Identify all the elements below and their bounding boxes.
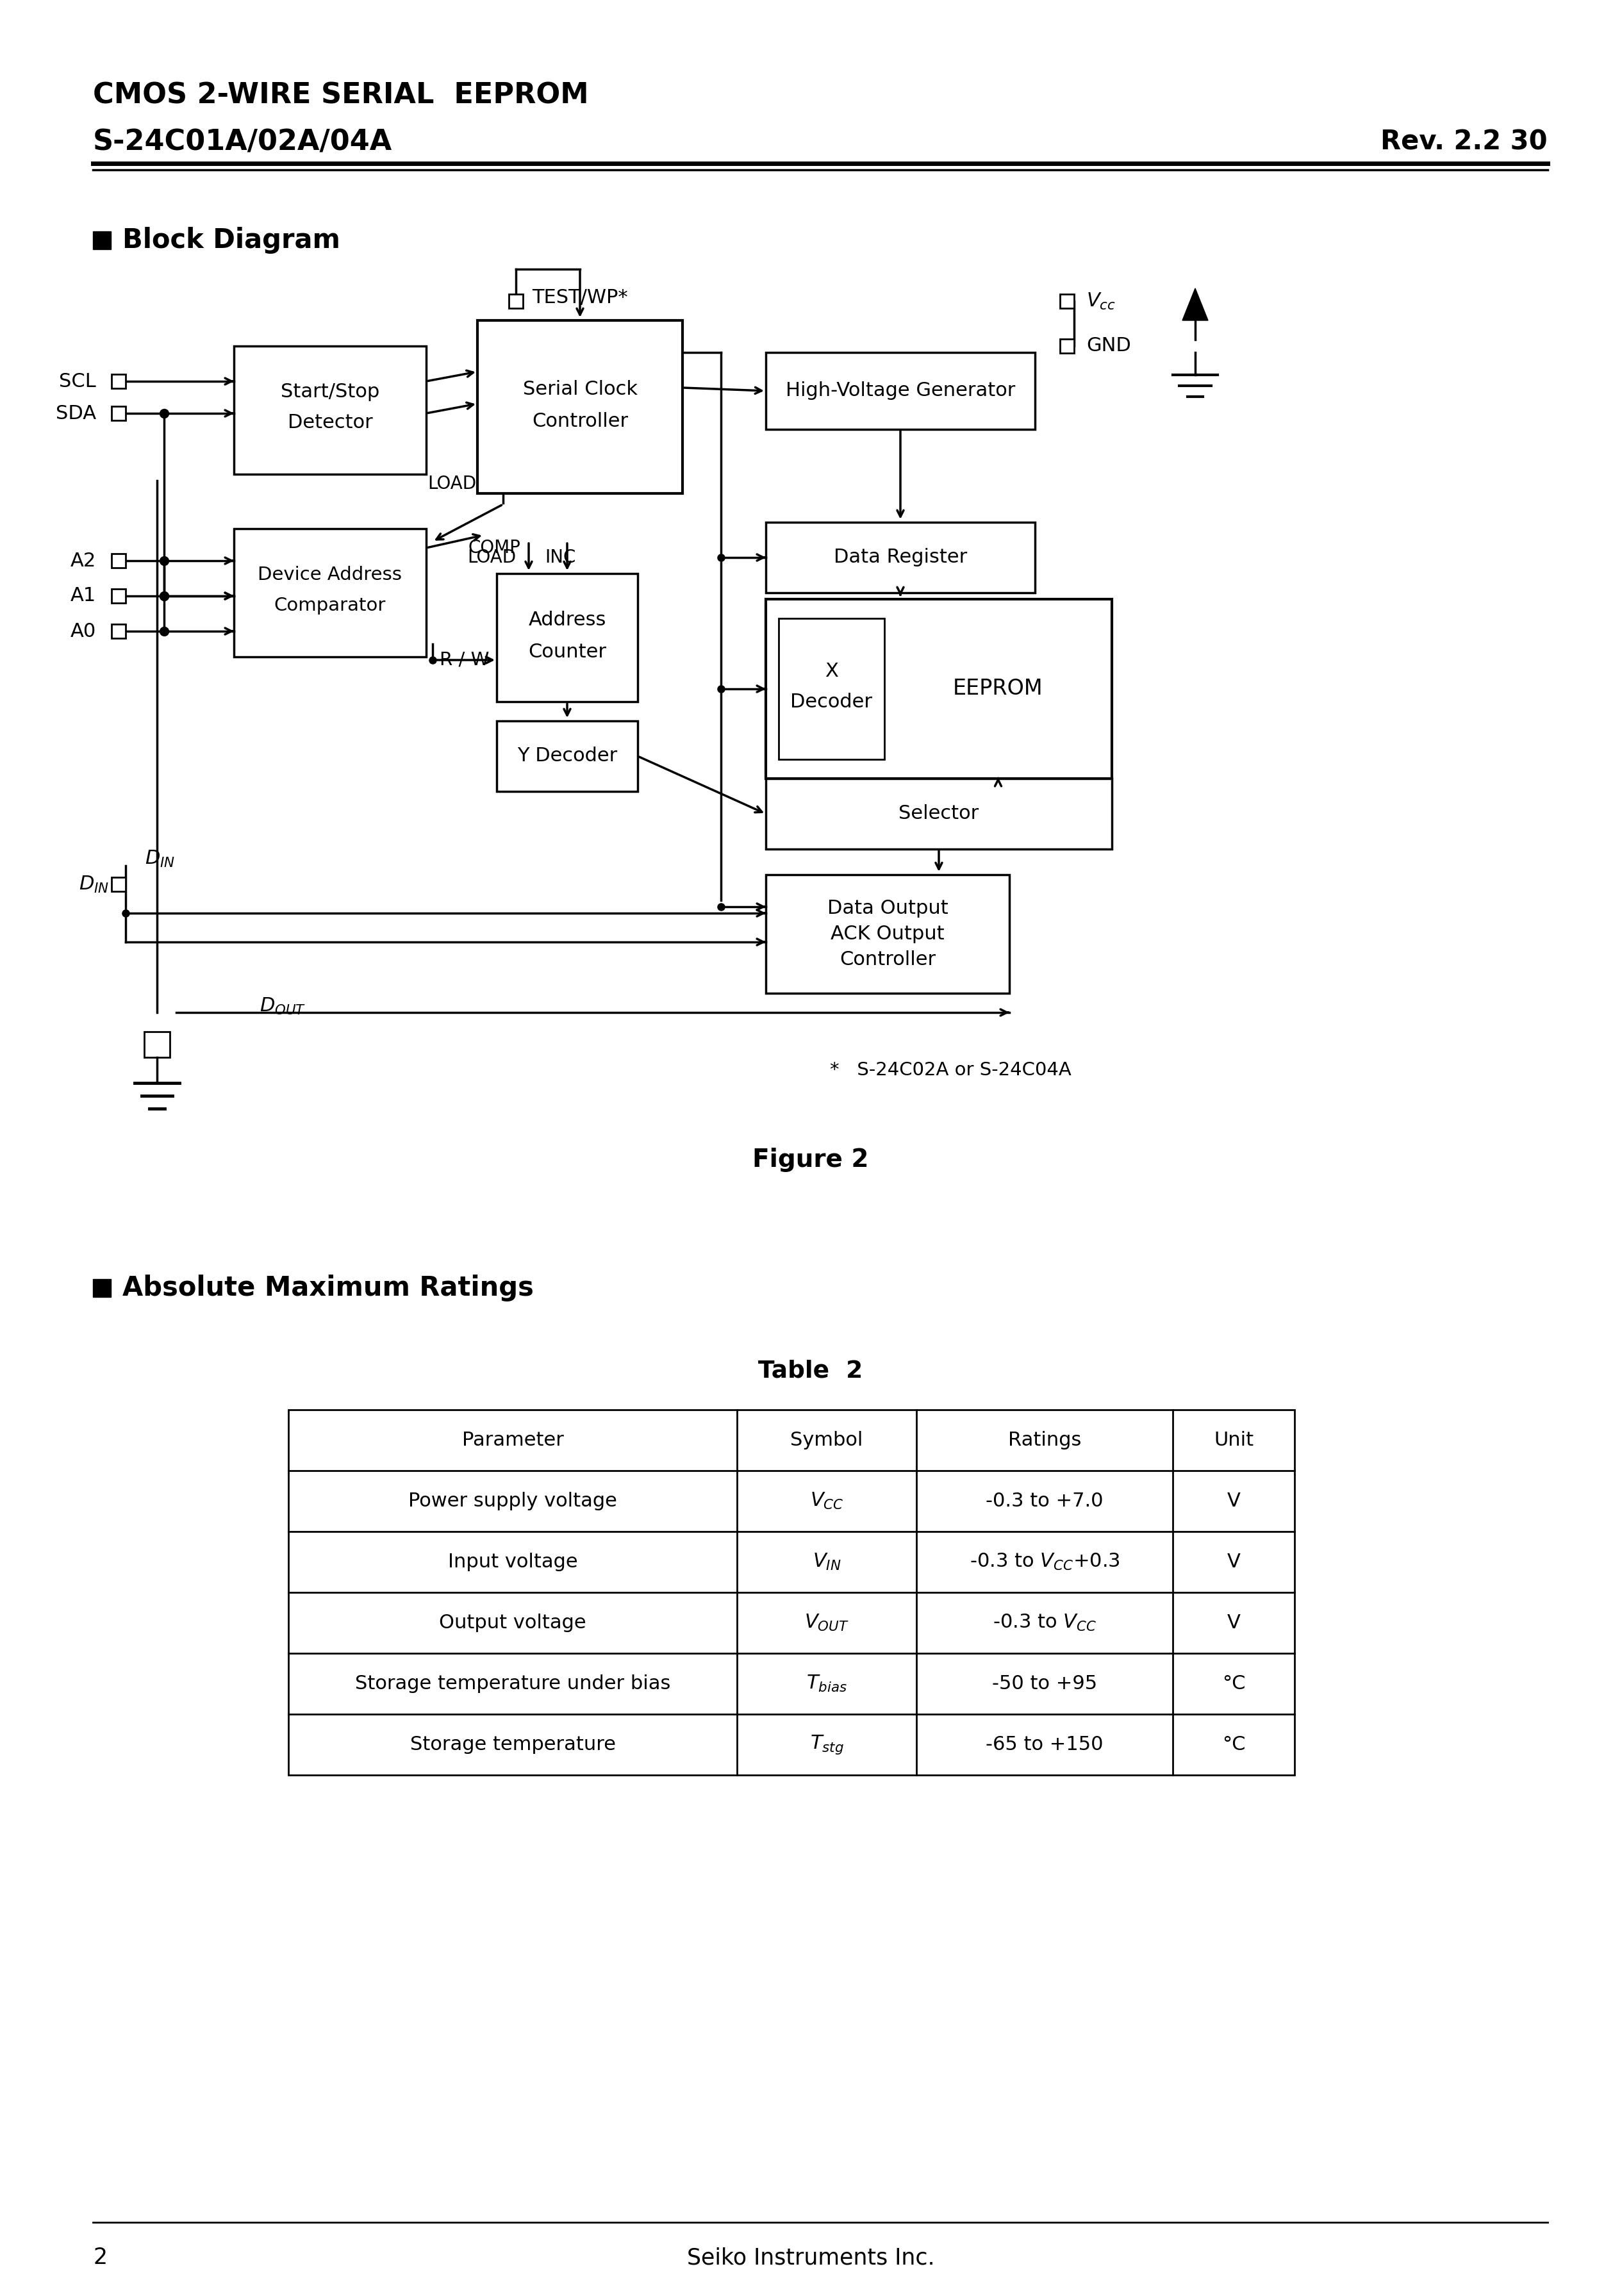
Text: EEPROM: EEPROM: [954, 677, 1043, 700]
Text: *   S-24C02A or S-24C04A: * S-24C02A or S-24C04A: [830, 1061, 1072, 1079]
Bar: [234, 528, 427, 657]
Bar: [92, 232, 110, 250]
Bar: [92, 1279, 110, 1297]
Text: -50 to +95: -50 to +95: [993, 1674, 1096, 1692]
Text: Address: Address: [529, 611, 607, 629]
Text: A0: A0: [70, 622, 96, 641]
Text: Figure 2: Figure 2: [753, 1148, 869, 1171]
Text: GND: GND: [1087, 338, 1131, 356]
Text: COMP: COMP: [467, 540, 521, 558]
Text: V: V: [1226, 1492, 1241, 1511]
Text: Storage temperature under bias: Storage temperature under bias: [355, 1674, 670, 1692]
Text: V: V: [1226, 1552, 1241, 1570]
Bar: [477, 321, 683, 494]
Bar: [509, 294, 522, 308]
Text: Start/Stop: Start/Stop: [281, 383, 380, 402]
Text: INC: INC: [545, 549, 576, 567]
Bar: [112, 625, 125, 638]
Text: A2: A2: [70, 551, 96, 569]
Bar: [766, 521, 1035, 592]
Bar: [766, 875, 1009, 994]
Text: X: X: [826, 661, 839, 680]
Bar: [766, 354, 1035, 429]
Text: SCL: SCL: [58, 372, 96, 390]
Text: $D_{IN}$: $D_{IN}$: [144, 850, 175, 868]
Text: °C: °C: [1221, 1736, 1246, 1754]
Text: Symbol: Symbol: [790, 1430, 863, 1449]
Text: Parameter: Parameter: [462, 1430, 563, 1449]
Bar: [112, 553, 125, 567]
Bar: [766, 599, 1111, 778]
Text: ACK Output: ACK Output: [830, 925, 944, 944]
Bar: [112, 588, 125, 604]
Text: °C: °C: [1221, 1674, 1246, 1692]
Text: R / W: R / W: [440, 652, 490, 668]
Text: -0.3 to +7.0: -0.3 to +7.0: [986, 1492, 1103, 1511]
Bar: [766, 778, 1111, 850]
Text: Input voltage: Input voltage: [448, 1552, 577, 1570]
Text: Block Diagram: Block Diagram: [122, 227, 341, 255]
Text: $T_{stg}$: $T_{stg}$: [809, 1733, 843, 1756]
Bar: [1059, 294, 1074, 308]
Text: V: V: [1226, 1614, 1241, 1632]
Text: Output voltage: Output voltage: [440, 1614, 586, 1632]
Text: Storage temperature: Storage temperature: [410, 1736, 615, 1754]
Text: Seiko Instruments Inc.: Seiko Instruments Inc.: [686, 2248, 934, 2268]
Text: CMOS 2-WIRE SERIAL  EEPROM: CMOS 2-WIRE SERIAL EEPROM: [92, 83, 589, 110]
Text: Comparator: Comparator: [274, 597, 386, 615]
Text: -65 to +150: -65 to +150: [986, 1736, 1103, 1754]
Bar: [144, 1031, 170, 1058]
Text: Detector: Detector: [287, 413, 373, 432]
Text: Power supply voltage: Power supply voltage: [409, 1492, 616, 1511]
Text: LOAD: LOAD: [428, 475, 477, 494]
Bar: [1059, 340, 1074, 354]
Text: A1: A1: [70, 588, 96, 606]
Bar: [112, 374, 125, 388]
Bar: [112, 877, 125, 891]
Text: High-Voltage Generator: High-Voltage Generator: [785, 381, 1015, 400]
Bar: [234, 347, 427, 475]
Text: $D_{IN}$: $D_{IN}$: [79, 875, 109, 893]
Text: 2: 2: [92, 2248, 107, 2268]
Bar: [112, 406, 125, 420]
Text: Controller: Controller: [532, 411, 628, 429]
Bar: [289, 1410, 1294, 1775]
Text: -0.3 to $V_{CC}$: -0.3 to $V_{CC}$: [993, 1612, 1096, 1632]
Text: SDA: SDA: [55, 404, 96, 422]
Text: Decoder: Decoder: [790, 693, 873, 712]
Text: Rev. 2.2 30: Rev. 2.2 30: [1380, 129, 1547, 156]
Text: $T_{bias}$: $T_{bias}$: [806, 1674, 847, 1694]
Text: Serial Clock: Serial Clock: [522, 379, 637, 397]
Text: $D_{OUT}$: $D_{OUT}$: [260, 996, 307, 1017]
Text: Absolute Maximum Ratings: Absolute Maximum Ratings: [122, 1274, 534, 1302]
Text: Table  2: Table 2: [759, 1359, 863, 1382]
Text: Counter: Counter: [529, 643, 607, 661]
Polygon shape: [1182, 289, 1208, 321]
Text: $V_{CC}$: $V_{CC}$: [809, 1490, 843, 1511]
Text: Ratings: Ratings: [1007, 1430, 1082, 1449]
Bar: [779, 618, 884, 760]
Text: Unit: Unit: [1213, 1430, 1254, 1449]
Text: -0.3 to $V_{CC}$+0.3: -0.3 to $V_{CC}$+0.3: [970, 1552, 1119, 1573]
Text: Data Register: Data Register: [834, 549, 967, 567]
Text: Controller: Controller: [840, 951, 936, 969]
Text: Selector: Selector: [899, 804, 980, 822]
Bar: [496, 721, 637, 792]
Text: Device Address: Device Address: [258, 565, 402, 583]
Bar: [496, 574, 637, 703]
Text: TEST/WP*: TEST/WP*: [532, 289, 628, 308]
Text: S-24C01A/02A/04A: S-24C01A/02A/04A: [92, 129, 393, 156]
Text: Data Output: Data Output: [827, 900, 949, 918]
Text: LOAD: LOAD: [467, 549, 516, 567]
Text: Y Decoder: Y Decoder: [517, 746, 618, 765]
Text: $V_{IN}$: $V_{IN}$: [813, 1552, 840, 1573]
Text: $V_{cc}$: $V_{cc}$: [1087, 292, 1116, 312]
Text: $V_{OUT}$: $V_{OUT}$: [805, 1612, 848, 1632]
